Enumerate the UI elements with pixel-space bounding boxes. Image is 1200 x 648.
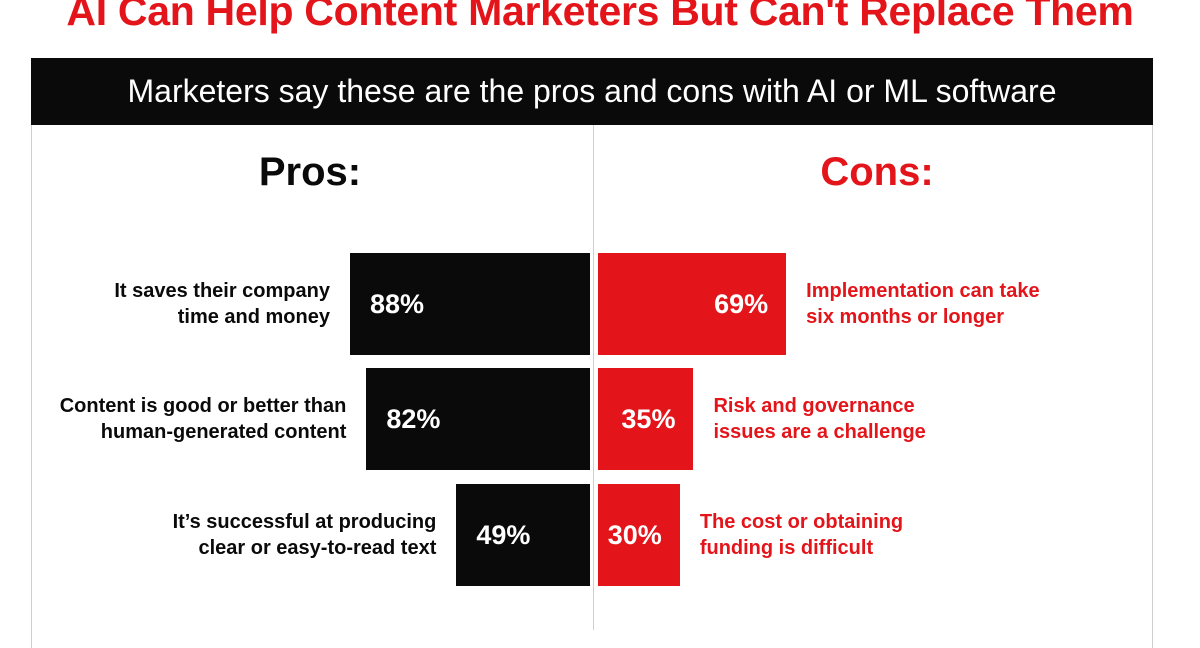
chart-frame bbox=[31, 58, 1153, 648]
pro-value-label-2: 82% bbox=[386, 403, 441, 434]
con-bar-1: 69% bbox=[598, 253, 787, 355]
pro-bar-3: 49% bbox=[456, 484, 590, 586]
pro-category-label-1: It saves their company time and money bbox=[114, 280, 330, 328]
chart-title: AI Can Help Content Marketers But Can't … bbox=[66, 0, 1134, 34]
pro-category-label-3: It’s successful at producing clear or ea… bbox=[172, 511, 437, 559]
con-bar-3: 30% bbox=[598, 484, 680, 586]
pro-value-label-3: 49% bbox=[476, 519, 531, 550]
pro-bar-2: 82% bbox=[366, 368, 590, 470]
cons-heading: Cons: bbox=[820, 150, 934, 194]
con-value-label-3: 30% bbox=[607, 519, 662, 550]
con-category-label-3: The cost or obtaining funding is difficu… bbox=[699, 511, 904, 559]
con-category-label-2: Risk and governance issues are a challen… bbox=[713, 395, 926, 443]
center-divider bbox=[593, 125, 594, 630]
pro-bar-1: 88% bbox=[350, 253, 590, 355]
chart-subtitle-banner: Marketers say these are the pros and con… bbox=[31, 58, 1153, 125]
pros-heading: Pros: bbox=[258, 150, 362, 194]
con-value-label-1: 69% bbox=[714, 288, 769, 319]
con-value-label-2: 35% bbox=[621, 403, 676, 434]
con-category-label-1: Implementation can take six months or lo… bbox=[806, 280, 1040, 328]
pro-category-label-2: Content is good or better than human-gen… bbox=[59, 395, 347, 443]
pro-value-label-1: 88% bbox=[370, 288, 425, 319]
con-bar-2: 35% bbox=[598, 368, 694, 470]
